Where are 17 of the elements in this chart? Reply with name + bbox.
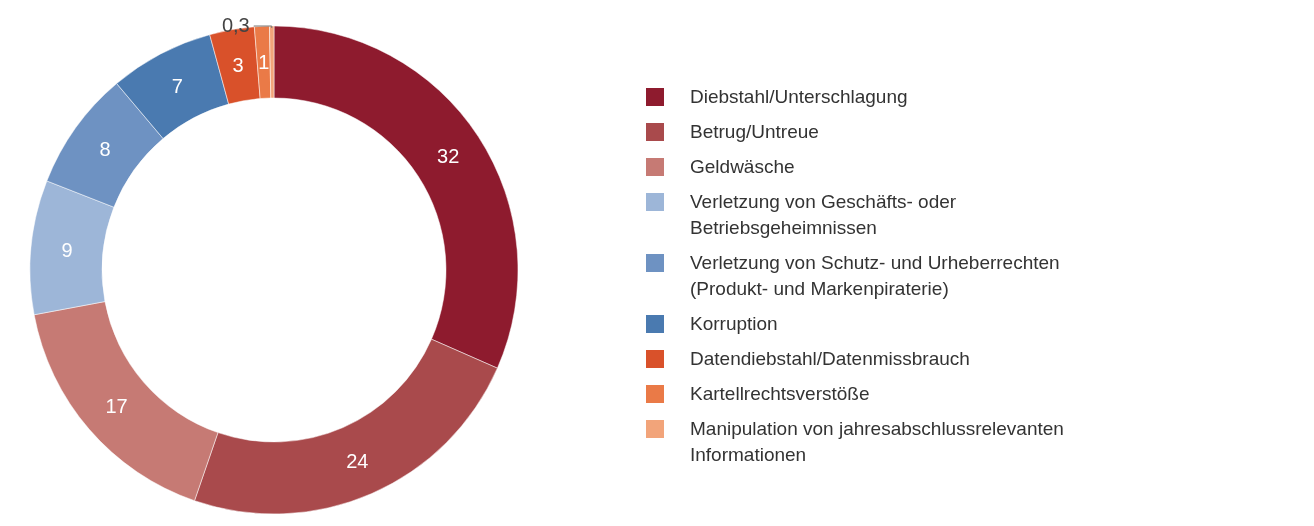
legend-label: Betrug/Untreue: [690, 120, 819, 142]
data-label: 24: [346, 449, 369, 472]
legend-label: Korruption: [690, 312, 778, 334]
legend-label: Kartellrechtsverstöße: [690, 382, 870, 404]
data-label: 8: [99, 137, 111, 160]
data-label: 7: [171, 74, 183, 97]
data-label: 3: [232, 54, 244, 77]
legend-label: Datendiebstahl/Datenmissbrauch: [690, 347, 970, 369]
legend-label: Verletzung von Schutz- und Urheberrechten (Produkt- und Markenpiraterie): [690, 251, 1060, 299]
data-label: 9: [61, 239, 73, 262]
legend-label: Manipulation von jahresabschlussrelevanten Informationen: [690, 417, 1064, 465]
data-label: 32: [437, 145, 460, 168]
legend-label: Diebstahl/Unterschlagung: [690, 85, 908, 107]
legend-label: Geldwäsche: [690, 155, 795, 177]
legend-label: Verletzung von Geschäfts- oder Betriebsgeheimnissen: [690, 190, 957, 238]
data-label: 1: [258, 51, 270, 74]
data-label: 17: [105, 394, 128, 417]
